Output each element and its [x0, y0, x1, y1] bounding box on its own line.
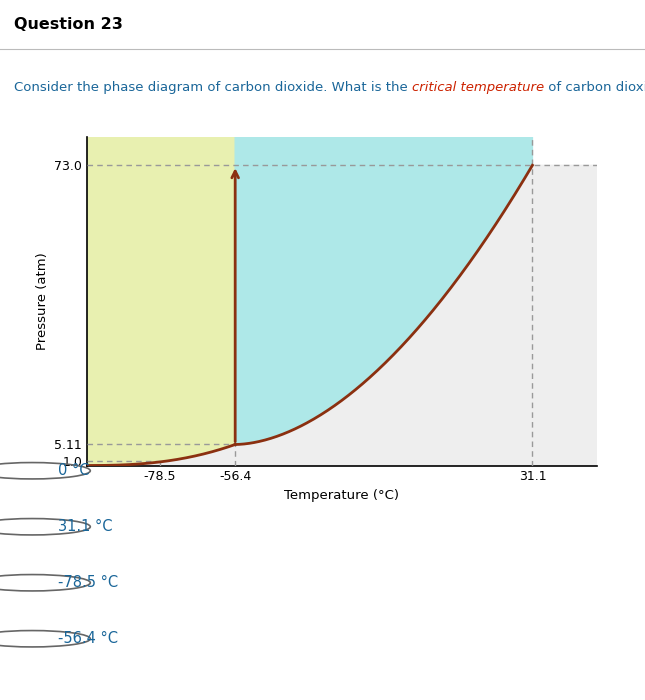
Y-axis label: Pressure (atm): Pressure (atm): [35, 252, 49, 350]
X-axis label: Temperature (°C): Temperature (°C): [284, 489, 399, 502]
Text: 31.1 °C: 31.1 °C: [58, 519, 112, 534]
Text: Question 23: Question 23: [14, 17, 123, 32]
Text: of carbon dioxide?: of carbon dioxide?: [544, 81, 645, 94]
Text: critical temperature: critical temperature: [412, 81, 544, 94]
Polygon shape: [235, 165, 597, 466]
Polygon shape: [235, 136, 532, 444]
Text: 0 °C: 0 °C: [58, 463, 90, 478]
Text: Consider the phase diagram of carbon dioxide. What is the: Consider the phase diagram of carbon dio…: [14, 81, 412, 94]
Text: -56.4 °C: -56.4 °C: [58, 631, 118, 646]
Polygon shape: [87, 136, 235, 466]
Text: -78.5 °C: -78.5 °C: [58, 575, 118, 590]
Polygon shape: [87, 444, 235, 466]
